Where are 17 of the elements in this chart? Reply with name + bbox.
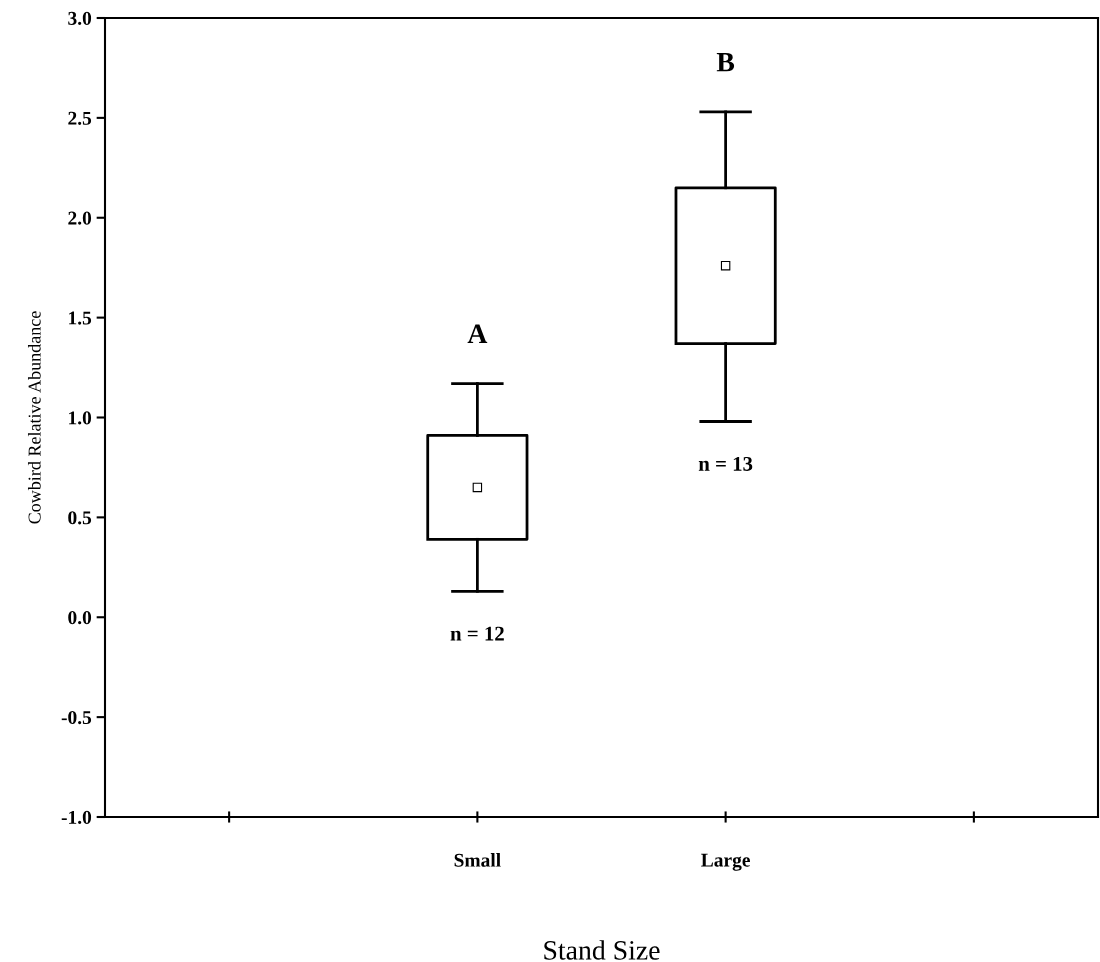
- annotation: B: [716, 53, 735, 72]
- annotation: n = 12: [450, 626, 504, 641]
- y-tick-label: 1.5: [69, 311, 92, 325]
- y-tick-label: 0.0: [68, 611, 92, 625]
- y-tick-label: 3.0: [68, 11, 92, 26]
- x-axis-title: Stand Size: [544, 940, 660, 960]
- annotation: A: [467, 324, 488, 343]
- y-tick-label: 0.5: [68, 511, 92, 525]
- y-axis-title: Cowbird Relative Abundance: [27, 311, 41, 524]
- x-tick-label: Large: [701, 853, 750, 871]
- y-tick-label: 1.0: [69, 411, 92, 425]
- y-tick-label: 2.5: [68, 111, 92, 125]
- annotation: n = 13: [698, 456, 753, 471]
- y-tick-label: -0.5: [61, 710, 92, 725]
- y-tick-label: -1.0: [61, 810, 92, 825]
- y-tick-label: 2.0: [68, 211, 92, 225]
- x-tick-label: Small: [454, 853, 501, 867]
